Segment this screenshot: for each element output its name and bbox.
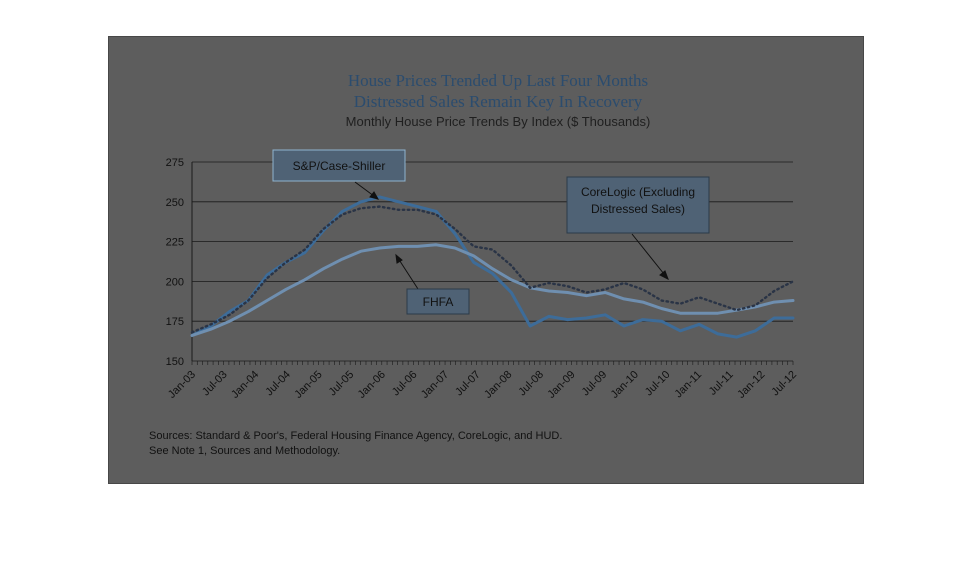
y-tick-label-175: 175 — [166, 316, 184, 328]
x-tick-label-Jan-03: Jan-03 — [166, 369, 198, 401]
series-layer — [190, 195, 795, 339]
sources-line-1: Sources: Standard & Poor's, Federal Hous… — [149, 430, 563, 442]
y-tick-label-225: 225 — [166, 237, 184, 249]
series-line-1 — [190, 243, 795, 337]
chart-subtitle-2: Monthly House Price Trends By Index ($ T… — [346, 114, 651, 129]
callout-corelogic-label-1: CoreLogic (Excluding — [581, 185, 695, 199]
arrow-case-shiller-head — [369, 191, 380, 200]
callout-case-shiller: S&P/Case-Shiller — [272, 149, 406, 182]
x-tick-label-Jan-10: Jan-10 — [609, 369, 641, 401]
x-tick-label-Jan-09: Jan-09 — [545, 369, 577, 401]
chart-frame — [108, 36, 864, 484]
x-tick-label-Jul-12: Jul-12 — [769, 369, 799, 399]
y-tick-label-275: 275 — [166, 157, 184, 169]
chart-subtitle: Distressed Sales Remain Key In Recovery — [354, 92, 643, 111]
arrow-corelogic — [631, 233, 669, 280]
y-tick-label-150: 150 — [166, 356, 184, 368]
x-tick-label-Jan-08: Jan-08 — [482, 369, 514, 401]
x-tick-label-Jul-04: Jul-04 — [263, 369, 293, 399]
callout-arrows — [354, 181, 669, 290]
x-tick-label-Jan-11: Jan-11 — [673, 369, 705, 401]
x-tick-label-Jan-06: Jan-06 — [356, 369, 388, 401]
x-tick-label-Jan-04: Jan-04 — [229, 369, 261, 401]
chart-title: House Prices Trended Up Last Four Months — [348, 71, 648, 90]
y-tick-label-200: 200 — [166, 276, 184, 288]
x-tick-label-Jan-12: Jan-12 — [735, 369, 767, 401]
arrow-fhfa-head — [395, 253, 403, 264]
callout-fhfa-label: FHFA — [423, 295, 454, 309]
x-tick-label-Jul-03: Jul-03 — [200, 369, 230, 399]
x-tick-label-Jan-05: Jan-05 — [292, 369, 324, 401]
x-tick-label-Jul-09: Jul-09 — [580, 369, 610, 399]
x-tick-label-Jan-07: Jan-07 — [419, 369, 451, 401]
y-tick-label-250: 250 — [166, 197, 184, 209]
arrow-corelogic-head — [659, 270, 669, 281]
callout-fhfa: FHFA — [406, 288, 470, 315]
x-tick-label-Jul-10: Jul-10 — [643, 369, 673, 399]
callout-case-shiller-label: S&P/Case-Shiller — [293, 159, 386, 173]
x-tick-label-Jul-11: Jul-11 — [707, 369, 736, 398]
x-tick-label-Jul-08: Jul-08 — [516, 369, 546, 399]
callout-corelogic: CoreLogic (Excluding Distressed Sales) — [566, 176, 710, 234]
x-tick-label-Jul-05: Jul-05 — [327, 369, 357, 399]
callout-corelogic-label-2: Distressed Sales) — [591, 202, 685, 216]
x-tick-label-Jul-07: Jul-07 — [453, 369, 483, 399]
x-tick-label-Jul-06: Jul-06 — [390, 369, 420, 399]
sources-line-2: See Note 1, Sources and Methodology. — [149, 445, 341, 457]
